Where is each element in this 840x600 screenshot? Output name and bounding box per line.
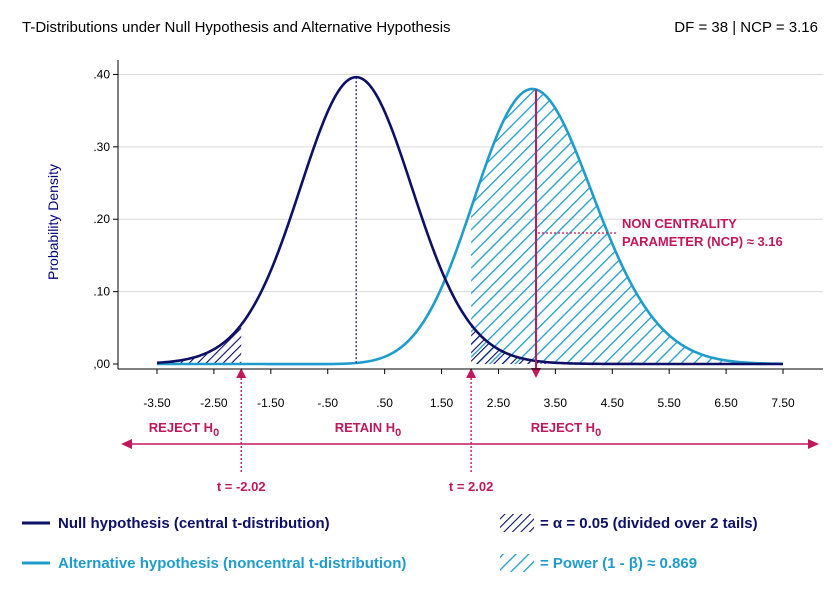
curves: [156, 75, 784, 366]
area-fills: [157, 88, 783, 365]
ncp-annotation-line1: NON CENTRALITY: [622, 216, 737, 231]
y-tick-label-4: .40: [93, 67, 110, 81]
alternative-distribution-curve: [157, 87, 784, 366]
x-tick-label-11: 7.50: [771, 396, 795, 410]
markers: [236, 77, 616, 474]
region-label-right-reject: REJECT H0: [531, 420, 601, 439]
power-area-hatch: [471, 88, 783, 365]
arrowhead-right-icon: [808, 439, 819, 449]
y-tick-label-1: .10: [93, 285, 110, 299]
ncp-arrowhead-icon: [531, 368, 542, 378]
x-tick-label-1: -2.50: [200, 396, 228, 410]
x-tick-label-9: 5.50: [658, 396, 682, 410]
chart-title: T-Distributions under Null Hypothesis an…: [22, 19, 451, 36]
arrowhead-left-icon: [121, 439, 132, 449]
critical-value-label-right: t = 2.02: [449, 479, 493, 494]
alpha-area-right-hatch: [471, 324, 783, 364]
x-tick-label-3: -.50: [317, 396, 338, 410]
alpha-area-left-hatch: [157, 324, 242, 364]
critical-value-arrowhead-icon: [466, 368, 477, 378]
legend-label-alternative: Alternative hypothesis (noncentral t-dis…: [58, 555, 406, 572]
y-axis-label: Probability Density: [45, 164, 61, 280]
legend: Null hypothesis (central t-distribution)…: [22, 514, 758, 572]
ncp-annotation-line2: PARAMETER (NCP) ≈ 3.16: [622, 234, 783, 249]
grid-lines: [118, 73, 823, 293]
critical-value-arrowhead-icon: [236, 368, 247, 378]
x-tick-label-10: 6.50: [714, 396, 738, 410]
region-label-retain: RETAIN H0: [335, 420, 402, 439]
x-tick-label-4: .50: [376, 396, 393, 410]
x-tick-label-7: 3.50: [544, 396, 568, 410]
x-axis-ticks: -3.50 -2.50 -1.50 -.50 .50 1.50 2.50 3.50 4.50 5.…: [143, 369, 795, 410]
y-axis-ticks: ,00 .10 .20 .30 .40: [93, 67, 118, 371]
y-tick-label-0: ,00: [93, 357, 110, 371]
null-distribution-curve: [156, 75, 783, 366]
x-tick-label-8: 4.50: [601, 396, 625, 410]
legend-label-power: = Power (1 - β) ≈ 0.869: [540, 555, 697, 572]
critical-value-label-left: t = -2.02: [217, 479, 266, 494]
y-tick-label-3: .30: [93, 140, 110, 154]
x-tick-label-6: 2.50: [487, 396, 511, 410]
legend-label-null: Null hypothesis (central t-distribution): [58, 515, 330, 532]
chart-subtitle: DF = 38 | NCP = 3.16: [674, 19, 818, 36]
legend-label-alpha: = α = 0.05 (divided over 2 tails): [540, 515, 758, 532]
x-tick-label-0: -3.50: [143, 396, 171, 410]
legend-swatch-alpha-hatch: [500, 514, 534, 532]
region-label-left-reject: REJECT H0: [149, 420, 219, 439]
legend-swatch-power-hatch: [500, 554, 534, 572]
x-tick-label-2: -1.50: [257, 396, 285, 410]
x-tick-label-5: 1.50: [430, 396, 454, 410]
y-tick-label-2: .20: [93, 212, 110, 226]
